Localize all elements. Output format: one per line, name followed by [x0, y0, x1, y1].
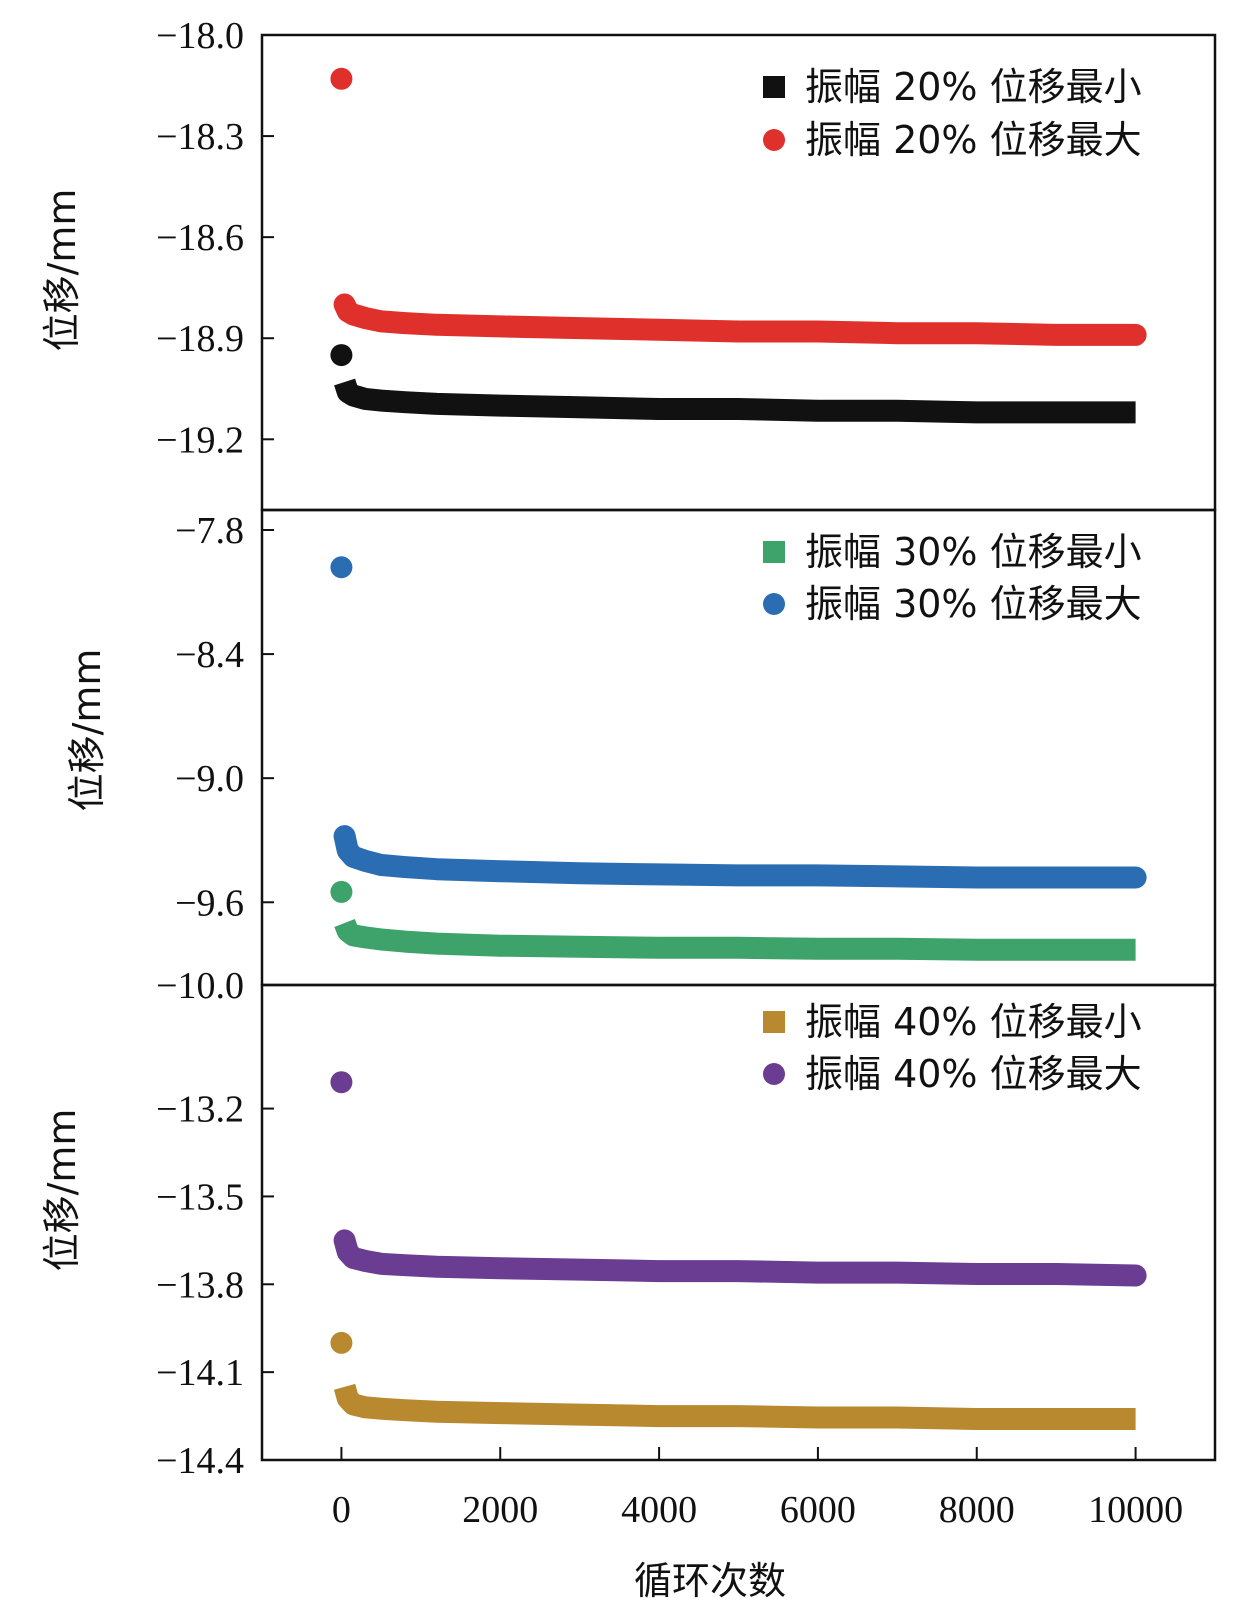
panel-3: −13.2 −13.5 −13.8 −14.1 −14.4 位移/mm 振幅 40% 位移最… [40, 983, 1217, 1482]
series-band [333, 293, 1147, 346]
series-2: 振幅 20% 位移最大 [330, 67, 1147, 346]
chart-panels: −18.0 −18.3 −18.6 −18.9 −19.2 位移/mm 振幅 20% 位移最… [40, 15, 1217, 1482]
y-axis-title: 位移/mm [40, 189, 84, 352]
y-tick-label: −18.3 [156, 116, 244, 158]
data-point [330, 344, 353, 367]
panel-2: −7.8 −8.4 −9.0 −9.6 −10.0 位移/mm 振幅 30% 位移最小振幅 … [65, 508, 1217, 1007]
y-tick-label: −13.5 [156, 1176, 244, 1218]
y-tick-label: −7.8 [175, 510, 244, 552]
x-tick-label: 0 [332, 1489, 351, 1531]
x-tick-label: 6000 [780, 1489, 856, 1531]
legend-label: 振幅 20% 位移最大 [805, 118, 1142, 162]
data-point [330, 880, 353, 903]
data-point [330, 1071, 353, 1094]
series-band [334, 919, 1136, 961]
series-1: 振幅 40% 位移最小 [330, 1000, 1142, 1430]
legend-marker [763, 76, 785, 98]
y-tick-label: −18.0 [156, 15, 244, 57]
y-tick-label: −9.0 [175, 758, 244, 800]
y-axis-title: 位移/mm [65, 649, 109, 812]
y-tick-label: −14.1 [156, 1352, 244, 1394]
legend-marker [763, 129, 785, 151]
series-1: 振幅 20% 位移最小 [330, 65, 1142, 424]
y-tick-label: −18.6 [156, 217, 244, 259]
series-band [333, 1383, 1136, 1430]
legend-marker [763, 541, 785, 563]
y-tick-label: −18.9 [156, 318, 244, 360]
series-band [333, 1229, 1147, 1287]
y-tick-label: −10.0 [156, 965, 244, 1007]
y-tick-label: −19.2 [156, 419, 244, 461]
legend-label: 振幅 40% 位移最小 [805, 1000, 1142, 1044]
x-axis: 0 2000 4000 6000 8000 10000 [332, 1447, 1183, 1531]
x-axis-title: 循环次数 [634, 1559, 786, 1603]
legend-label: 振幅 30% 位移最小 [805, 530, 1142, 574]
x-tick-label: 8000 [939, 1489, 1015, 1531]
y-tick-label: −13.8 [156, 1264, 244, 1306]
x-tick-label: 2000 [462, 1489, 538, 1531]
x-tick-label: 4000 [621, 1489, 697, 1531]
y-tick-label: −14.4 [156, 1440, 244, 1482]
y-tick-label: −8.4 [175, 634, 244, 676]
legend-marker [763, 1011, 785, 1033]
data-point [330, 556, 353, 579]
legend-marker [763, 1063, 785, 1085]
legend-label: 振幅 20% 位移最小 [805, 65, 1142, 109]
series-band [334, 378, 1136, 424]
panel-frame [260, 983, 1217, 1462]
series-2: 振幅 30% 位移最大 [330, 556, 1147, 889]
legend-label: 振幅 40% 位移最大 [805, 1052, 1142, 1096]
y-axis-title: 位移/mm [40, 1109, 84, 1272]
panel-1: −18.0 −18.3 −18.6 −18.9 −19.2 位移/mm 振幅 20% 位移最… [40, 15, 1217, 512]
data-point [330, 1331, 353, 1354]
data-point [330, 67, 353, 90]
series-2: 振幅 40% 位移最大 [330, 1052, 1147, 1287]
x-tick-label: 10000 [1088, 1489, 1183, 1531]
legend-label: 振幅 30% 位移最大 [805, 582, 1142, 626]
legend-marker [763, 593, 785, 615]
series-band [333, 825, 1147, 889]
y-tick-label: −9.6 [175, 882, 244, 924]
y-tick-label: −13.2 [156, 1089, 244, 1131]
series-1: 振幅 30% 位移最小 [330, 530, 1142, 961]
